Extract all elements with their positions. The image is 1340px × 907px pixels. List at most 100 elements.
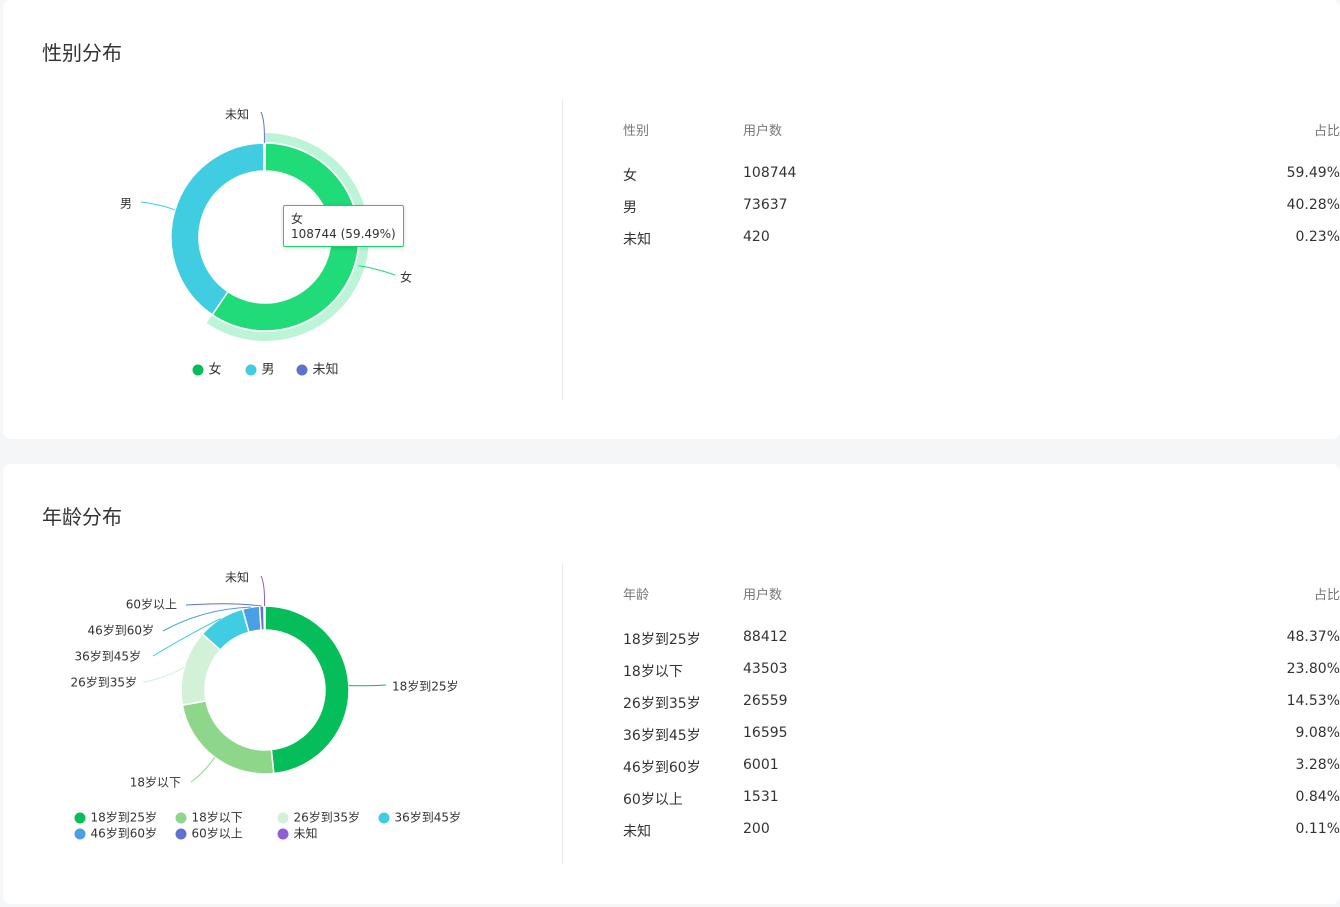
legend-label: 未知 <box>313 362 339 378</box>
legend-marker <box>175 828 187 840</box>
chart-data-label: 未知 <box>225 571 249 585</box>
tooltip-value: 108744 (59.49%) <box>291 227 396 241</box>
chart-leader-line <box>358 265 396 276</box>
legend-marker <box>378 812 390 824</box>
legend-label: 未知 <box>294 827 318 841</box>
legend-label: 女 <box>209 362 222 378</box>
legend-label: 26岁到35岁 <box>294 810 361 825</box>
chart-slice[interactable] <box>170 142 265 316</box>
chart-leader-line <box>260 111 265 144</box>
chart-data-label: 女 <box>400 270 412 285</box>
chart-leader-line <box>162 606 252 632</box>
chart-leader-line <box>348 684 387 687</box>
age-section-title: 年龄分布 <box>42 505 122 529</box>
legend-item[interactable]: 18岁以下 <box>175 810 243 825</box>
legend-label: 60岁以上 <box>192 826 243 841</box>
header-user-count: 用户数 <box>743 124 783 139</box>
chart-leader-line <box>190 756 216 783</box>
chart-tooltip: 女 108744 (59.49%) <box>283 205 404 247</box>
table-cell: 26559 <box>743 693 788 709</box>
header-user-count: 用户数 <box>743 588 783 603</box>
tooltip-name: 女 <box>291 212 304 226</box>
chart-leader-line <box>142 666 185 683</box>
table-cell: 男 <box>623 200 637 216</box>
age-distribution-card: 年龄分布 18岁到25岁 18岁以下 26岁到35岁 36岁到45岁 46岁到60岁 60… <box>3 464 1340 904</box>
legend-item[interactable]: 46岁到60岁 <box>74 826 158 841</box>
table-cell: 9.08% <box>1295 725 1340 741</box>
table-cell: 60岁以上 <box>623 792 683 808</box>
legend-item[interactable]: 未知 <box>296 362 339 378</box>
legend-marker <box>74 828 86 840</box>
age-table: 年龄 用户数 占比 18岁到25岁 88412 48.37% 18岁以下 435… <box>623 584 1340 844</box>
table-cell: 26岁到35岁 <box>623 696 701 712</box>
chart-slice[interactable] <box>263 605 266 631</box>
table-cell: 18岁到25岁 <box>623 632 701 648</box>
header-gender: 性别 <box>623 124 650 139</box>
table-cell: 3.28% <box>1295 757 1340 773</box>
chart-slice[interactable] <box>264 605 350 775</box>
legend-marker <box>277 828 289 840</box>
table-cell: 108744 <box>743 165 797 181</box>
table-cell: 1531 <box>743 789 779 805</box>
table-cell: 46岁到60岁 <box>623 760 701 776</box>
header-ratio: 占比 <box>1313 588 1340 603</box>
legend-marker <box>192 364 204 376</box>
chart-data-label: 男 <box>120 197 132 211</box>
header-age: 年龄 <box>623 588 650 603</box>
legend-item[interactable]: 18岁到25岁 <box>74 810 158 825</box>
legend-item[interactable]: 女 <box>192 362 222 378</box>
legend-item[interactable]: 36岁到45岁 <box>378 810 462 825</box>
legend-item[interactable]: 26岁到35岁 <box>277 810 361 825</box>
chart-data-label: 18岁到25岁 <box>392 679 459 694</box>
chart-data-label: 36岁到45岁 <box>74 649 141 664</box>
chart-data-label: 26岁到35岁 <box>70 675 137 690</box>
table-cell: 0.84% <box>1295 789 1340 805</box>
chart-slice[interactable] <box>262 142 266 172</box>
table-cell: 0.11% <box>1295 821 1340 837</box>
legend-item[interactable]: 未知 <box>277 827 318 841</box>
table-cell: 女 <box>623 168 637 184</box>
table-cell: 88412 <box>743 629 788 645</box>
legend-marker <box>175 812 187 824</box>
legend-marker <box>277 812 289 824</box>
table-cell: 48.37% <box>1286 629 1340 645</box>
age-donut-svg[interactable]: 18岁到25岁18岁以下26岁到35岁36岁到45岁46岁到60岁60岁以上未知… <box>3 464 563 904</box>
chart-leader-line <box>260 575 266 607</box>
header-ratio: 占比 <box>1313 124 1340 139</box>
chart-leader-line <box>140 201 176 211</box>
legend-label: 男 <box>262 363 275 378</box>
table-cell: 420 <box>743 229 770 245</box>
table-cell: 73637 <box>743 197 788 213</box>
gender-section-title: 性别分布 <box>42 41 122 65</box>
legend-item[interactable]: 60岁以上 <box>175 826 243 841</box>
legend-label: 46岁到60岁 <box>91 826 158 841</box>
table-cell: 43503 <box>743 661 788 677</box>
chart-data-label: 未知 <box>225 108 249 122</box>
table-cell: 14.53% <box>1286 693 1340 709</box>
chart-data-label: 60岁以上 <box>126 597 177 612</box>
legend-item[interactable]: 男 <box>245 363 275 378</box>
table-cell: 36岁到45岁 <box>623 728 701 744</box>
chart-data-label: 46岁到60岁 <box>87 623 154 638</box>
table-cell: 0.23% <box>1295 229 1340 245</box>
table-cell: 23.80% <box>1286 661 1340 677</box>
legend-label: 36岁到45岁 <box>395 810 462 825</box>
table-cell: 59.49% <box>1286 165 1340 181</box>
table-cell: 未知 <box>623 824 651 840</box>
table-cell: 40.28% <box>1286 197 1340 213</box>
section-divider <box>562 564 563 864</box>
legend-marker <box>296 364 308 376</box>
legend-marker <box>245 364 257 376</box>
gender-table: 性别 用户数 占比 女 108744 59.49% 男 73637 40.28%… <box>623 120 1340 260</box>
section-divider <box>562 100 563 400</box>
legend-label: 18岁以下 <box>192 810 243 825</box>
chart-slice[interactable] <box>181 699 275 775</box>
chart-data-label: 18岁以下 <box>130 775 181 790</box>
legend-label: 18岁到25岁 <box>91 810 158 825</box>
table-cell: 16595 <box>743 725 788 741</box>
legend-marker <box>74 812 86 824</box>
table-cell: 200 <box>743 821 770 837</box>
table-cell: 18岁以下 <box>623 664 683 680</box>
chart-leader-line <box>152 618 221 657</box>
table-cell: 未知 <box>623 232 651 248</box>
